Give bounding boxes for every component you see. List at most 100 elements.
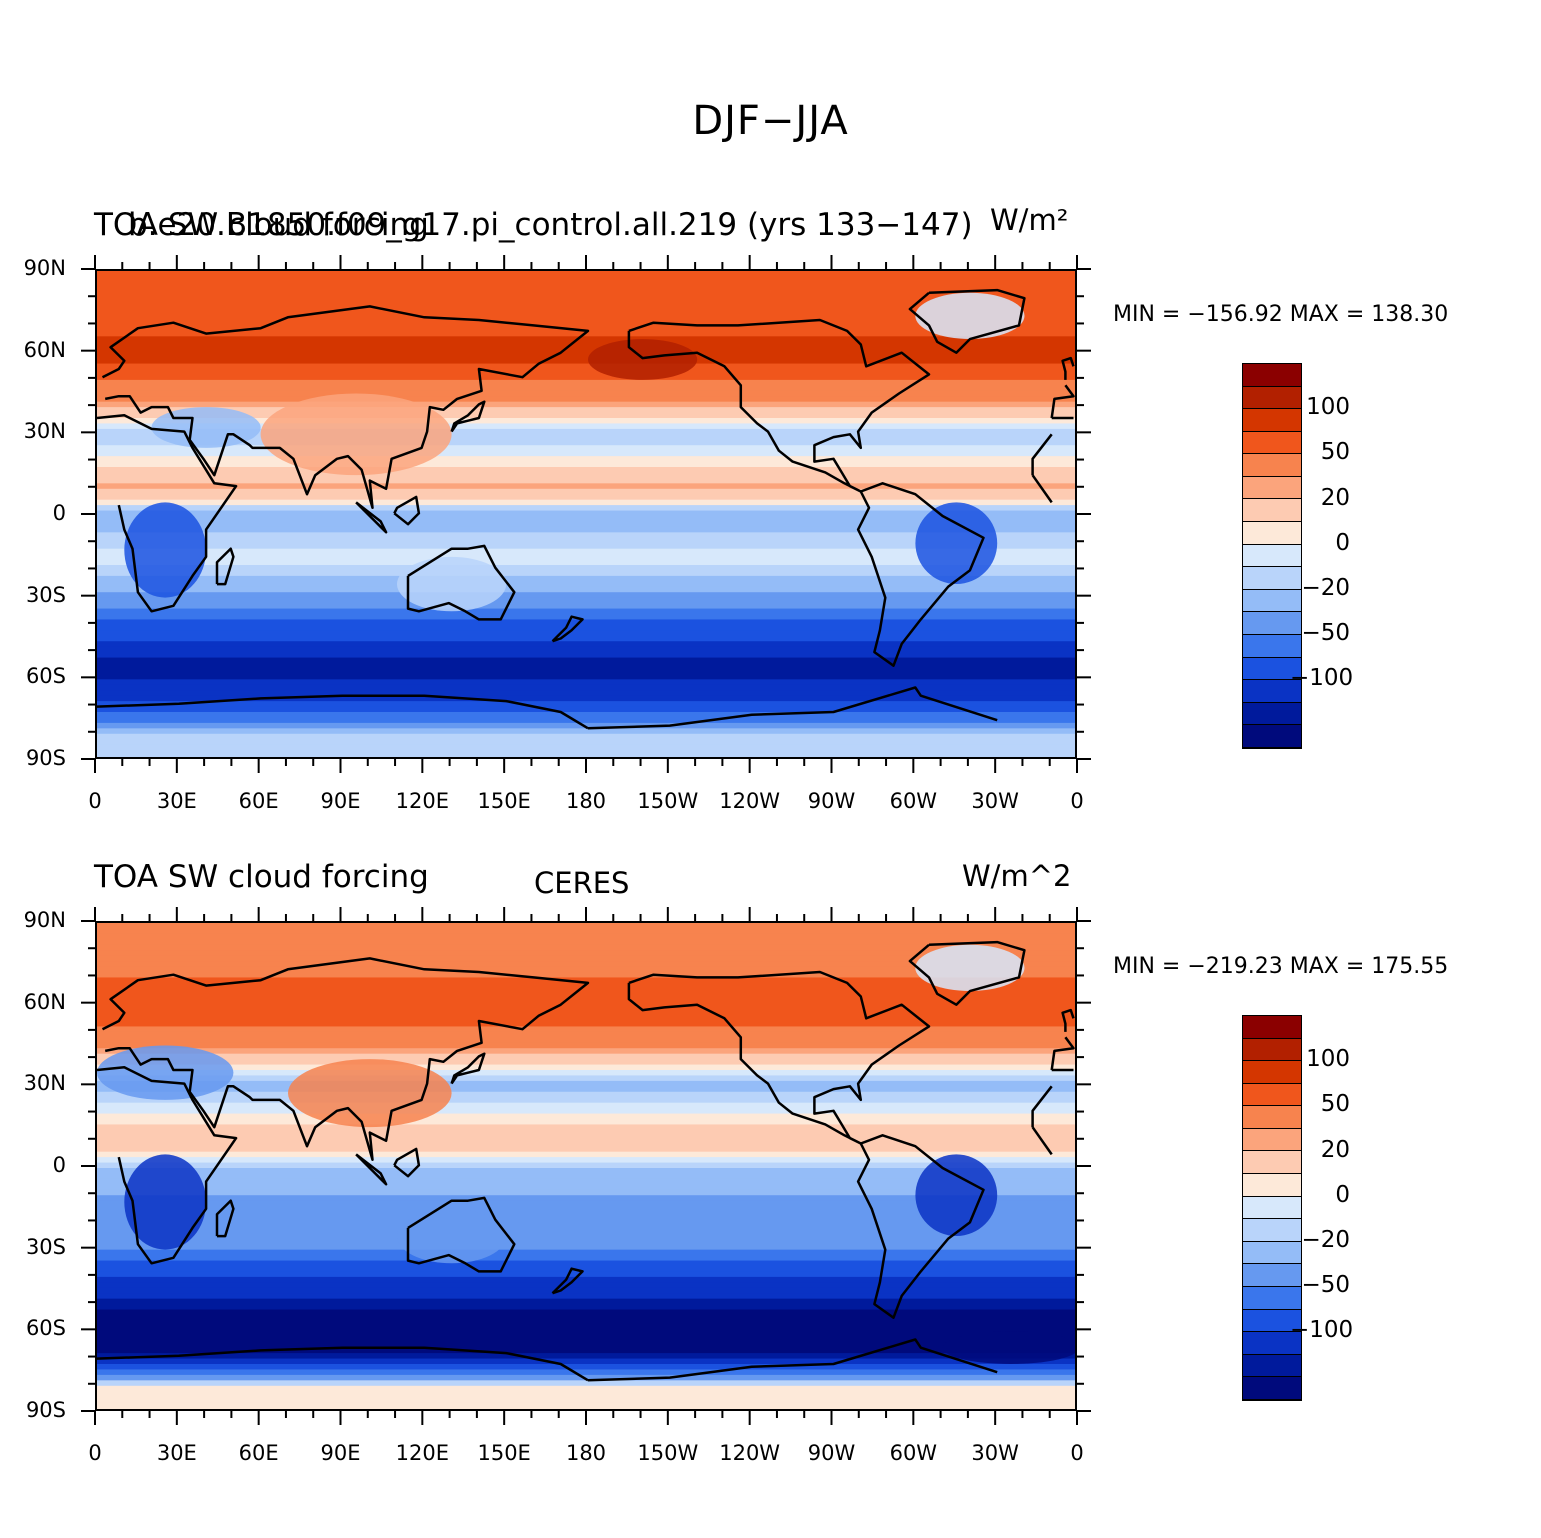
lat-band <box>97 401 1075 408</box>
lon-tick-label: 60W <box>889 1441 938 1465</box>
lat-band <box>97 668 1075 675</box>
colorbar-swatch <box>1243 1016 1301 1039</box>
colorbar-swatch <box>1243 1286 1301 1310</box>
lat-band <box>97 276 1075 283</box>
lat-band <box>97 488 1075 495</box>
lat-band <box>97 1184 1075 1191</box>
lat-band <box>97 1075 1075 1082</box>
colorbar-swatch <box>1243 1196 1301 1220</box>
lat-band <box>97 1070 1075 1077</box>
lat-band <box>97 1206 1075 1213</box>
lat-band <box>97 1325 1075 1332</box>
panel-2-title-left: TOA SW cloud forcing <box>94 859 429 895</box>
lat-band <box>97 1135 1075 1142</box>
lat-band <box>97 597 1075 604</box>
lon-tick-label: 150W <box>637 789 699 813</box>
lat-tick-label: 30S <box>25 1234 66 1259</box>
lon-tick-label: 90W <box>807 1441 856 1465</box>
field-anomaly <box>915 502 998 584</box>
lon-tick-label: 0 <box>1070 1441 1084 1465</box>
coastline <box>406 1196 516 1273</box>
lat-band <box>97 1015 1075 1022</box>
colorbar-swatch <box>1243 1354 1301 1378</box>
field-anomaly <box>397 556 507 612</box>
lon-tick-label: 120E <box>395 789 449 813</box>
lat-band <box>97 1119 1075 1126</box>
lat-band <box>97 314 1075 321</box>
lat-band <box>97 456 1075 463</box>
colorbar-label: −20 <box>1301 574 1350 601</box>
lat-band <box>97 1173 1075 1180</box>
lat-band <box>97 950 1075 957</box>
coastline <box>101 957 590 1162</box>
lat-band <box>97 755 1075 757</box>
lat-band <box>97 418 1075 425</box>
panel-2-title-center: CERES <box>534 866 630 900</box>
colorbar-label: −50 <box>1301 1272 1350 1299</box>
panel-2-units: W/m^2 <box>962 859 1072 893</box>
lat-band <box>97 701 1075 708</box>
colorbar-swatch <box>1243 454 1301 477</box>
coastline <box>908 940 1026 1006</box>
lat-band <box>97 1249 1075 1256</box>
lon-tick-label: 120W <box>719 789 781 813</box>
colorbar-label: −100 <box>1290 665 1354 692</box>
lat-band <box>97 548 1075 555</box>
figure-title: DJF−JJA <box>692 98 849 144</box>
lat-band <box>97 1124 1075 1131</box>
lat-band <box>97 336 1075 343</box>
lat-band <box>97 1080 1075 1087</box>
lat-band <box>97 1108 1075 1115</box>
lat-band <box>97 1021 1075 1028</box>
colorbar-swatch <box>1243 1309 1301 1333</box>
lat-band <box>97 369 1075 376</box>
colorbar-swatch <box>1243 499 1301 523</box>
lat-band <box>97 1364 1075 1371</box>
panel-1-units: W/m² <box>990 203 1069 237</box>
field-anomaly <box>915 292 1025 339</box>
lat-band <box>97 1010 1075 1017</box>
lat-band <box>97 1358 1075 1365</box>
lat-band <box>97 657 1075 664</box>
coastline <box>908 288 1026 354</box>
lat-band <box>97 1255 1075 1262</box>
lat-band <box>97 608 1075 615</box>
lat-band <box>97 592 1075 599</box>
coastline <box>1061 356 1075 380</box>
field-anomaly <box>915 944 1025 991</box>
lat-band <box>97 1298 1075 1305</box>
lon-tick-label: 180 <box>565 789 607 813</box>
lat-band <box>97 292 1075 299</box>
coastline <box>355 1153 388 1186</box>
panel-2-colorbar <box>1242 1015 1302 1401</box>
lat-band <box>97 955 1075 962</box>
lon-tick-label: 60W <box>889 789 938 813</box>
lat-band <box>97 341 1075 348</box>
lat-band <box>97 526 1075 533</box>
lat-band <box>97 467 1075 474</box>
lat-band <box>97 923 1075 930</box>
lat-tick-label: 30N <box>23 1071 66 1096</box>
colorbar-swatch <box>1243 1083 1301 1107</box>
lat-band <box>97 1048 1075 1055</box>
field-anomaly <box>915 1154 998 1236</box>
lat-band <box>97 928 1075 935</box>
coastline <box>97 1066 238 1265</box>
lat-band <box>97 1402 1075 1409</box>
lat-band <box>97 505 1075 512</box>
coastline <box>551 615 584 643</box>
coastline <box>406 544 516 621</box>
colorbar-swatch <box>1243 1038 1301 1062</box>
lat-tick-label: 90N <box>23 908 66 932</box>
lat-band <box>97 646 1075 653</box>
lat-band <box>97 477 1075 484</box>
panel-1-case-name: b.e20.B1850.f09_g17.pi_control.all.219 (… <box>128 207 973 243</box>
coastline <box>1031 474 1053 504</box>
lat-band <box>97 684 1075 691</box>
colorbar-swatch <box>1243 612 1301 635</box>
colorbar-label: 100 <box>1306 394 1350 421</box>
lat-band <box>97 1146 1075 1153</box>
lon-tick-label: 30E <box>156 789 197 813</box>
lon-tick-label: 60E <box>238 789 279 813</box>
colorbar-label: 50 <box>1320 439 1350 466</box>
